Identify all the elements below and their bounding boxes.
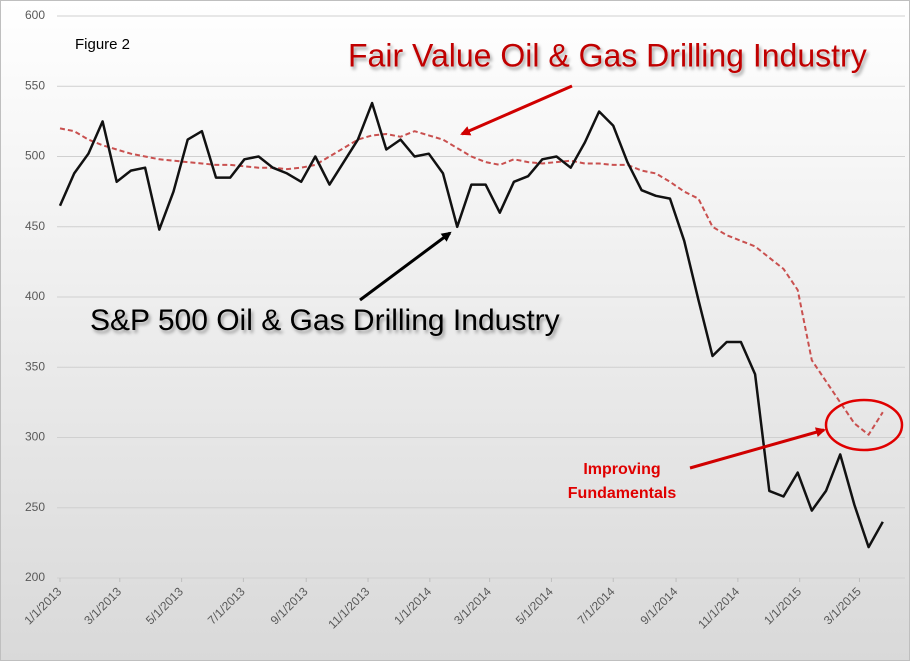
series-label: Fair Value Oil & Gas Drilling Industry xyxy=(348,37,867,73)
y-tick-label: 600 xyxy=(25,8,45,22)
arrow xyxy=(460,84,573,136)
y-tick-label: 200 xyxy=(25,570,45,584)
annotation: Improving xyxy=(583,461,660,478)
highlight-circle xyxy=(824,398,904,452)
arrow xyxy=(359,231,452,302)
annotation: Fundamentals xyxy=(568,485,677,502)
y-tick-label: 350 xyxy=(25,359,45,373)
arrow xyxy=(689,427,826,470)
series-line xyxy=(58,101,884,549)
y-tick-label: 400 xyxy=(25,289,45,303)
figure-label: Figure 2 xyxy=(75,36,130,53)
y-tick-label: 300 xyxy=(25,430,45,444)
y-tick-label: 500 xyxy=(25,149,45,163)
series-line xyxy=(59,127,884,436)
y-tick-label: 550 xyxy=(25,78,45,92)
y-tick-label: 450 xyxy=(25,219,45,233)
plot xyxy=(58,101,884,549)
series-label: S&P 500 Oil & Gas Drilling Industry xyxy=(90,304,560,337)
y-tick-label: 250 xyxy=(25,500,45,514)
